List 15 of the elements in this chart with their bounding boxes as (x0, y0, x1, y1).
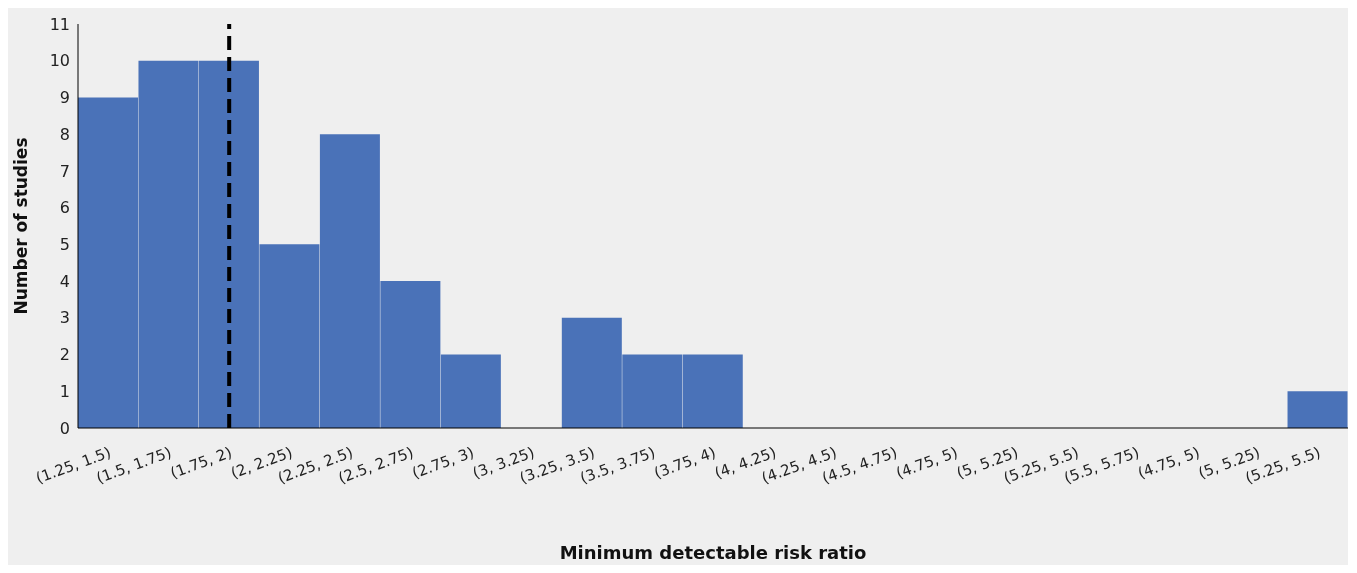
x-axis-title: Minimum detectable risk ratio (558, 542, 868, 563)
y-axis-title: Number of studies (11, 137, 32, 315)
y-tick-label: 5 (59, 235, 70, 255)
bar (1287, 391, 1348, 428)
y-tick-label: 3 (59, 308, 70, 328)
y-tick-label: 6 (59, 198, 70, 218)
y-tick-label: 7 (59, 161, 70, 181)
y-tick-label: 0 (59, 418, 70, 438)
y-tick-label: 11 (49, 14, 70, 34)
y-tick-label: 2 (59, 345, 70, 365)
y-tick-label: 1 (59, 381, 70, 401)
y-tick-label: 8 (59, 124, 70, 144)
y-tick-label: 10 (49, 51, 70, 71)
y-tick-label: 9 (59, 88, 70, 108)
y-tick-label: 4 (59, 271, 70, 291)
